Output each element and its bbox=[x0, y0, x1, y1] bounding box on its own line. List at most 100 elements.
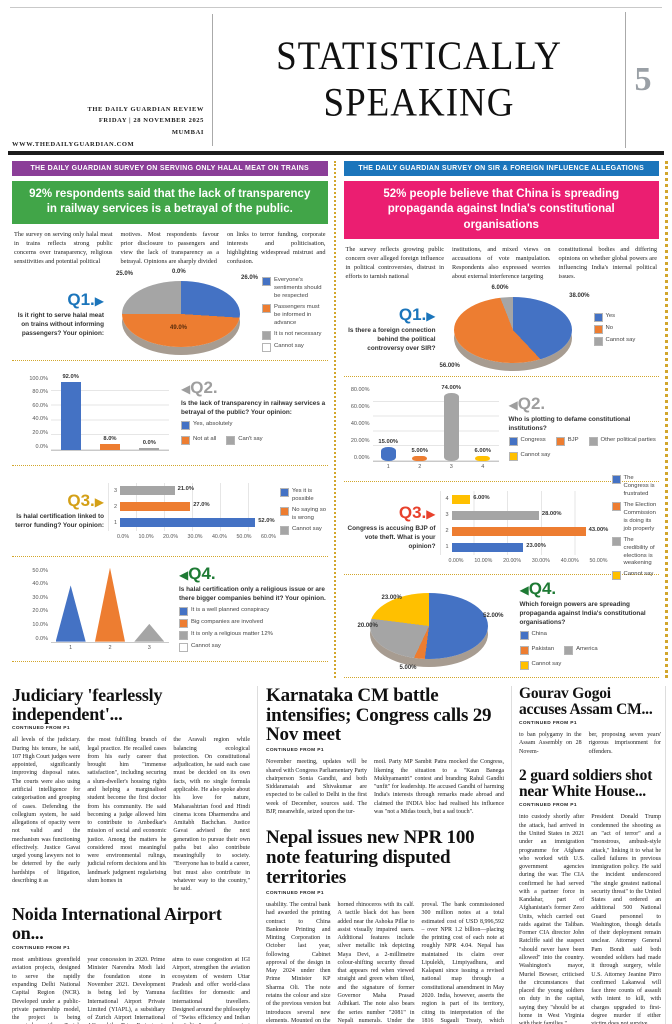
halal-q3-hbar-chart: 3 21.0% 2 27.0% 1 52.0% 0.0% 10.0% 20.0% 30.0%… bbox=[108, 482, 276, 540]
paper-date: FRIDAY | 28 NOVEMBER 2025 bbox=[98, 117, 204, 125]
y-axis: 50.0% 40.0% 30.0% 20.0% 10.0% 0.0% bbox=[22, 568, 51, 642]
sir-q3: Q3.▶ Congress is accusing BJP of vote th… bbox=[343, 474, 660, 581]
arrow-right-icon: ▶ bbox=[94, 494, 104, 509]
legend-row: Congress BJP Other political parties bbox=[508, 434, 660, 449]
plot-area: 15.00% 5.00% 74.00% 6.00% bbox=[372, 385, 499, 463]
articles-left-column: Judiciary 'fearlessly independent'... CO… bbox=[12, 685, 257, 1024]
legend-swatch bbox=[508, 451, 518, 461]
hbar-row: 1 23.00% bbox=[440, 539, 608, 555]
legend-swatch bbox=[179, 630, 188, 640]
article-nepal-title: Nepal issues new NPR 100 note featuring … bbox=[266, 827, 475, 889]
legend-row: Not at all Can't say bbox=[181, 433, 328, 448]
survey-section: THE DAILY GUARDIAN SURVEY ON SERVING ONL… bbox=[10, 160, 668, 678]
x-axis: 1 2 3 bbox=[51, 645, 169, 651]
pie bbox=[122, 281, 240, 348]
legend-label: Yes, absolutely bbox=[193, 421, 233, 428]
survey-halal-kicker: THE DAILY GUARDIAN SURVEY ON SERVING ONL… bbox=[12, 160, 328, 176]
legend-item: Can't say bbox=[226, 436, 263, 446]
cyl-other-parties: 74.00% bbox=[441, 385, 461, 462]
legend-label: The Election Commission is doing its job… bbox=[623, 501, 657, 532]
article-noida-body: most ambitious greenfield aviation proje… bbox=[12, 956, 250, 1024]
halal-q3-question: Is halal certification linked to terror … bbox=[15, 513, 104, 530]
legend-label: Congress bbox=[520, 436, 546, 443]
legend-label: Everyone's sentiments should be respecte… bbox=[274, 276, 322, 299]
survey-sir-kicker: THE DAILY GUARDIAN SURVEY ON SIR & FOREI… bbox=[343, 160, 659, 176]
q1-tag: Q1. bbox=[67, 289, 95, 309]
legend-label: BJP bbox=[567, 436, 579, 443]
legend-item: Yes, absolutely bbox=[181, 421, 328, 431]
intro-col: institutions, and mixed views on accusat… bbox=[452, 246, 551, 281]
y-axis: 100.0% 80.0% 60.0% 40.0% 20.0% 0.0% bbox=[22, 376, 51, 450]
legend-item: Passengers must be informed in advance bbox=[262, 303, 328, 328]
cyl-congress: 15.00% bbox=[378, 439, 398, 462]
y-tick: 20.0% bbox=[32, 429, 48, 436]
y-tick: 60.00% bbox=[350, 404, 370, 411]
category-label: 1 bbox=[445, 544, 449, 551]
legend-label: Yes bbox=[605, 313, 616, 320]
q2-tag: Q2. bbox=[517, 393, 546, 413]
x-tick: 2 bbox=[418, 464, 422, 471]
q2-tag: Q2. bbox=[190, 378, 218, 398]
sir-q4: 23.00% 52.00% 20.00% 5.00% ◀Q4. Which fo… bbox=[343, 575, 660, 678]
y-tick: 40.0% bbox=[32, 581, 48, 588]
cyl-bjp: 5.00% bbox=[412, 448, 428, 462]
legend-label: It is a well planned conspiracy bbox=[191, 606, 270, 613]
sir-q1-legend: Yes No Cannot say bbox=[590, 310, 660, 349]
text-column: November meeting, updates will be shared… bbox=[266, 759, 367, 816]
cyl-cannot-say: 6.00% bbox=[475, 448, 491, 462]
intro-col: on links to terror funding, corporate in… bbox=[227, 230, 326, 265]
bar-no-wrong: 27.0% bbox=[120, 502, 210, 512]
legend-item: Cannot say bbox=[611, 571, 660, 581]
sir-q1-question: Is there a foreign connection behind the… bbox=[348, 327, 436, 353]
halal-q2-bar-chart: 100.0% 80.0% 60.0% 40.0% 20.0% 0.0% 92.0… bbox=[12, 374, 169, 451]
arrow-left-icon: ◀ bbox=[519, 582, 529, 597]
legend-swatch bbox=[179, 618, 188, 628]
survey-sir-intro: The survey reflects growing public conce… bbox=[346, 245, 658, 282]
intro-col: The survey reflects growing public conce… bbox=[345, 246, 445, 281]
x-tick: 20.0% bbox=[163, 533, 179, 540]
halal-q1-question: Is it right to serve halal meat on train… bbox=[17, 311, 104, 337]
legend-item: Everyone's sentiments should be respecte… bbox=[262, 276, 328, 301]
article-nepal-body: usability. The central bank had awarded … bbox=[266, 901, 504, 1024]
x-tick: 40.0% bbox=[211, 533, 228, 540]
legend-item: Yes it is possible bbox=[280, 487, 328, 504]
top-rule bbox=[10, 7, 662, 8]
sir-q4-question: Which foreign powers are spreading propa… bbox=[519, 600, 646, 626]
bar-yes-possible: 52.0% bbox=[120, 518, 275, 528]
article-gogoi: Gourav Gogoi accuses Assam CM... CONTINU… bbox=[519, 685, 661, 759]
survey-halal-headline: 92% respondents said that the lack of tr… bbox=[12, 180, 328, 224]
halal-q2-side: ◀Q2. Is the lack of transparency in rail… bbox=[169, 378, 328, 448]
text-column: moil. Party MP Sambit Patra mocked the C… bbox=[373, 759, 504, 816]
legend-swatch bbox=[262, 330, 271, 340]
continued-from-tag: CONTINUED FROM P1 bbox=[519, 803, 577, 809]
x-tick: 1 bbox=[386, 464, 390, 471]
article-noida: Noida International Airport on... CONTIN… bbox=[12, 905, 250, 1024]
legend-label: Cannot say bbox=[274, 342, 304, 349]
legend-swatch bbox=[593, 325, 603, 335]
q3-tag: Q3. bbox=[67, 491, 95, 511]
bar-value: 38.0% bbox=[62, 577, 79, 584]
legend-label: Passengers must be informed in advance bbox=[274, 303, 320, 326]
sir-q4-pie-chart: 23.00% 52.00% 20.00% 5.00% bbox=[356, 581, 506, 671]
bar-cant-say: 0.0% bbox=[139, 440, 160, 450]
articles-middle-column: Karnataka CM battle intensifies; Congres… bbox=[266, 685, 511, 1024]
hbar-row: 3 21.0% bbox=[108, 483, 276, 499]
text-column: year concession in 2020. Prime Minister … bbox=[87, 957, 166, 1024]
hbar-row: 3 28.00% bbox=[440, 507, 608, 523]
legend-swatch bbox=[519, 630, 529, 640]
hbar-row: 4 6.00% bbox=[440, 491, 608, 507]
pie bbox=[369, 592, 488, 659]
pie-label: 56.00% bbox=[439, 362, 460, 369]
text-column: proval. The bank commissioned 300 millio… bbox=[421, 902, 504, 1024]
legend-item: No bbox=[593, 325, 660, 335]
category-label: 2 bbox=[445, 528, 449, 535]
legend-item: China bbox=[519, 630, 660, 640]
q4-tag: Q4. bbox=[528, 578, 557, 598]
bar-value: 21.0% bbox=[177, 486, 195, 493]
y-tick: 10.0% bbox=[32, 621, 48, 628]
hbar-row: 2 27.0% bbox=[108, 499, 276, 515]
y-tick: 20.00% bbox=[350, 438, 370, 445]
sir-q2-question: Who is plotting to defame constitutional… bbox=[508, 415, 631, 432]
arrow-left-icon: ◀ bbox=[181, 381, 191, 396]
legend-item: The credibility of elections is weakenin… bbox=[611, 536, 660, 569]
